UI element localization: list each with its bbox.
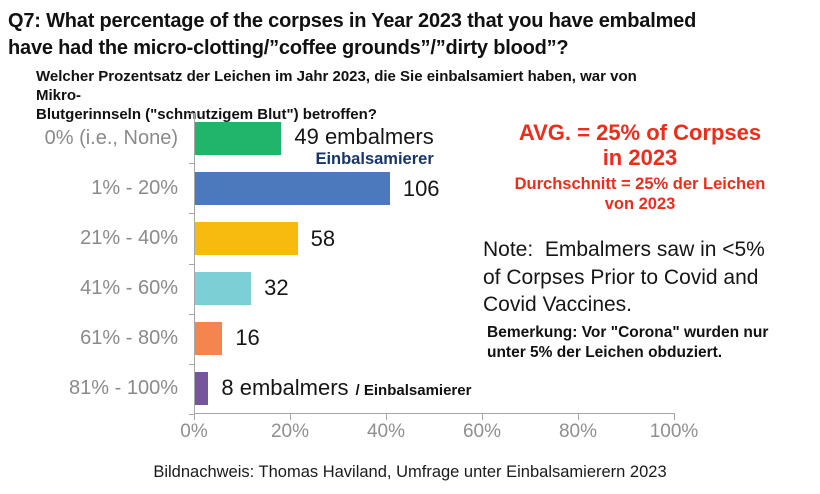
y-axis-tick: [189, 163, 195, 165]
bar: [194, 371, 209, 405]
x-tick-label: 20%: [270, 421, 310, 442]
chart-row: 1% - 20% 106: [10, 164, 810, 214]
x-axis-tick: [194, 414, 195, 420]
x-tick-label: 60%: [462, 421, 502, 442]
x-axis-tick: [290, 414, 291, 420]
bar-value-label-german: Einbalsamierer: [315, 150, 434, 169]
category-label: 0% (i.e., None): [44, 127, 178, 150]
chart-subtitle-german: Welcher Prozentsatz der Leichen im Jahr …: [36, 68, 637, 123]
image-credit: Bildnachweis: Thomas Haviland, Umfrage u…: [153, 463, 667, 481]
x-tick-label: 80%: [558, 421, 598, 442]
bar: [194, 321, 223, 355]
bar: [194, 222, 298, 256]
y-axis-tick: [189, 414, 195, 415]
y-axis-tick: [189, 113, 195, 114]
y-axis-tick: [189, 363, 195, 365]
x-axis-tick: [482, 414, 483, 420]
note-annotation-en: Note: Embalmers saw in <5% of Corpses Pr…: [483, 238, 765, 316]
x-axis-tick: [386, 414, 387, 420]
x-axis-tick: [578, 414, 579, 420]
bar-value: 49 embalmers: [294, 124, 434, 150]
average-annotation-de: Durchschnitt = 25% der Leichen von 2023: [514, 175, 766, 213]
category-label: 81% - 100%: [69, 376, 178, 399]
bar: [194, 122, 282, 156]
bar-value: 58: [310, 225, 336, 251]
note-annotation-de: Bemerkung: Vor "Corona" wurden nur unter…: [487, 324, 769, 361]
x-axis-tick-labels: 0% 20% 40% 60% 80% 100%: [180, 421, 698, 445]
x-tick-label: 100%: [649, 421, 699, 442]
bar-value: 8 embalmers: [221, 375, 349, 401]
bar-value-label: 58: [311, 226, 335, 252]
chart-row: 81% - 100% 8 embalmers / Einbalsamierer: [10, 363, 810, 413]
bar-value: 16: [235, 325, 260, 351]
bar-cell: 49 embalmers Einbalsamierer: [194, 114, 810, 168]
chart-row: 41% - 60% 32: [10, 263, 810, 313]
bar-value: 32: [264, 275, 289, 301]
bar-cell: 58: [194, 214, 810, 264]
bar-chart: 0% (i.e., None) 49 embalmers Einbalsamiere…: [10, 114, 810, 413]
average-annotation-en: AVG. = 25% of Corpses in 2023: [518, 120, 762, 170]
bar: [194, 271, 252, 305]
x-tick-label: 0%: [180, 421, 208, 442]
x-axis-tick: [674, 414, 675, 420]
bar-cell: 106: [194, 164, 810, 214]
category-label: 1% - 20%: [91, 177, 178, 200]
chart-title: Q7: What percentage of the corpses in Ye…: [8, 10, 697, 59]
chart-row: 61% - 80% 16: [10, 313, 810, 363]
average-annotation: AVG. = 25% of Corpses in 2023 Durchschni…: [468, 120, 812, 214]
x-tick-label: 40%: [366, 421, 406, 442]
y-axis-tick: [189, 313, 195, 315]
category-label: 41% - 60%: [80, 276, 178, 299]
bar-value-label: 16: [235, 325, 259, 351]
chart-row: 0% (i.e., None) 49 embalmers Einbalsamiere…: [10, 114, 810, 168]
bar-value: 106: [402, 175, 440, 201]
bar: [194, 172, 390, 206]
bar-cell: 32: [194, 263, 810, 313]
chart-row: 21% - 40% 58: [10, 214, 810, 264]
category-label: 21% - 40%: [80, 227, 178, 250]
y-axis-tick: [189, 213, 195, 215]
bar-cell: 8 embalmers / Einbalsamierer: [194, 363, 810, 413]
y-axis-tick: [189, 263, 195, 265]
x-axis-line: [194, 413, 675, 420]
bar-value-label: 106: [403, 176, 440, 202]
bar-value-label: 32: [264, 275, 288, 301]
bar-value-label: 8 embalmers / Einbalsamierer: [221, 375, 471, 401]
bar-cell: 16: [194, 313, 810, 363]
category-label: 61% - 80%: [80, 326, 178, 349]
bar-value-label: 49 embalmers Einbalsamierer: [294, 124, 433, 169]
bar-value-suffix-german: / Einbalsamierer: [355, 382, 472, 400]
